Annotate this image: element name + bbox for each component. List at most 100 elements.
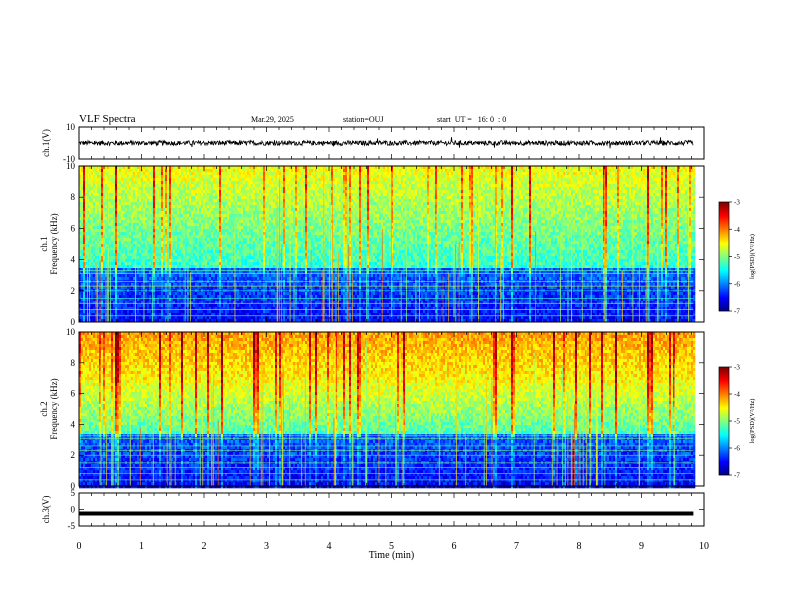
ch1-spec-cell [93,286,95,289]
ch1-spec-cell [215,214,217,217]
ch1-spec-cell [127,184,129,187]
ch1-spec-cell [159,169,161,172]
ch1-spec-cell [193,244,195,247]
ch1-spec-cell [197,259,199,262]
ch1-spec-cell [131,208,133,211]
ch1-spec-cell [205,274,207,277]
ch1-spec-cell [179,232,181,235]
ch1-spec-cell [161,256,163,259]
ch1-spec-cell [91,220,93,223]
ch1-spec-cell [125,184,127,187]
ch1-spec-cell [179,238,181,241]
ch1-spec-cell [153,286,155,289]
ch1-spec-cell [155,310,157,313]
ch1-spec-cell [97,172,99,175]
ch1-spec-cell [209,232,211,235]
ch1-spec-cell [161,184,163,187]
ch1-spec-cell [133,211,135,214]
ch1-spec-cell [203,304,205,307]
ch1-spec-cell [149,265,151,268]
ch1-spec-cell [103,175,105,178]
ch1-spec-cell [215,262,217,265]
ch1-spec-cell [177,310,179,313]
ch1-spec-cell [195,175,197,178]
ch1-spec-cell [179,217,181,220]
ch1-spec-cell [137,247,139,250]
ch1-spec-cell [175,199,177,202]
ch1-spec-cell [93,262,95,265]
ch1-spec-cell [121,220,123,223]
ch1-spec-cell [127,310,129,313]
ch1-spec-cell [185,175,187,178]
ch1-spec-cell [191,262,193,265]
ch1-spec-cell [83,310,85,313]
ch1-spec-cell [211,238,213,241]
ch1-spec-cell [95,205,97,208]
ch1-spec-cell [83,277,85,280]
ch1-spec-cell [191,175,193,178]
ch1-spec-cell [199,241,201,244]
ch1-spec-cell [205,304,207,307]
ch1-spec-cell [83,184,85,187]
ch1-spec-cell [95,187,97,190]
ch1-spec-cell [203,226,205,229]
ch1-spec-cell [119,214,121,217]
ch1-spec-cell [195,301,197,304]
ch1-spec-cell [169,262,171,265]
ch1-spec-cell [127,187,129,190]
ch1-spec-cell [205,187,207,190]
ch1-spec-cell [179,265,181,268]
ch1-spec-cell [145,316,147,319]
ch1-spec-cell [173,301,175,304]
ch1-spec-cell [203,235,205,238]
ch1-spec-cell [81,187,83,190]
ch1-spec-cell [153,241,155,244]
ch1-spec-cell [81,190,83,193]
ch1-spec-cell [213,199,215,202]
ch1-spec-cell [195,178,197,181]
ch1-spec-cell [209,214,211,217]
ch1-spec-cell [137,202,139,205]
ch1-spec-cell [125,187,127,190]
ch1-spec-cell [91,226,93,229]
ch1-spec-cell [81,235,83,238]
ch1-spec-cell [181,202,183,205]
ch1-spec-cell [143,205,145,208]
ch1-spec-cell [213,193,215,196]
ch1-spec-cell [209,184,211,187]
ch1-spec-cell [193,304,195,307]
ch1-spec-cell [139,304,141,307]
ch1-spec-cell [169,190,171,193]
ch1-spec-cell [103,196,105,199]
ch1-spec-cell [127,202,129,205]
ch1-spec-cell [111,274,113,277]
ch1-spec-cell [83,238,85,241]
ch1-spec-cell [97,181,99,184]
ch1-spec-cell [153,310,155,313]
ch1-spec-cell [205,184,207,187]
ch1-spec-cell [135,244,137,247]
ch1-spec-cell [213,310,215,313]
ch1-spec-cell [91,175,93,178]
ch1-spec-cell [89,208,91,211]
ch1-spec-cell [157,217,159,220]
ch1-spec-cell [191,316,193,319]
ch1-spec-cell [177,229,179,232]
ch1-spec-cell [113,262,115,265]
ch1-spec-cell [193,265,195,268]
ch1-spec-cell [103,301,105,304]
ch1-spec-cell [111,217,113,220]
ch1-spec-cell [133,217,135,220]
ch1-spec-cell [177,277,179,280]
ch1-spec-cell [111,304,113,307]
ch1-spec-cell [83,169,85,172]
ch1-spec-cell [93,274,95,277]
ch1-spec-cell [83,241,85,244]
ch1-spec-cell [123,292,125,295]
ch1-spec-cell [211,232,213,235]
ch1-spec-cell [195,196,197,199]
ch1-spec-cell [169,211,171,214]
ch1-spec-cell [203,175,205,178]
ch1-spec-cell [157,184,159,187]
ch1-spec-cell [131,262,133,265]
